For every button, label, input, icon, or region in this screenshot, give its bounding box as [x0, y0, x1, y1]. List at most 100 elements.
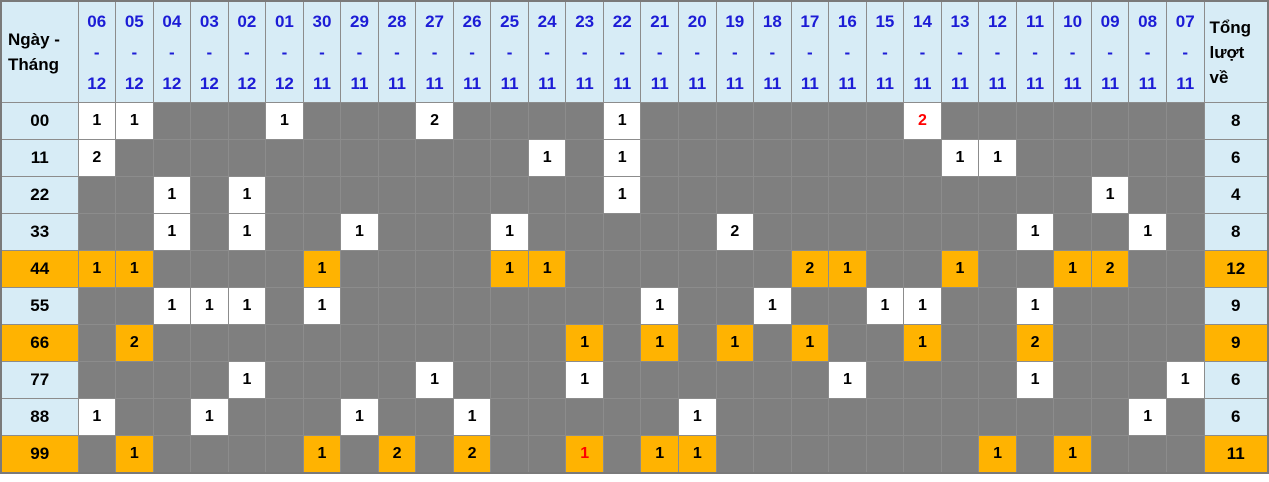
cell-44-19-11 — [715, 250, 755, 288]
cell-44-13-11: 1 — [940, 250, 980, 288]
cell-00-18-11 — [753, 102, 792, 140]
row-total-33: 8 — [1203, 213, 1269, 251]
cell-88-03-12: 1 — [190, 398, 229, 436]
cell-77-29-11 — [340, 361, 379, 399]
cell-11-20-11 — [678, 139, 717, 177]
cell-44-14-11 — [903, 250, 942, 288]
date-column-header-30-11: 30-11 — [302, 0, 342, 103]
number-row-00: 00 1 1 1 2 1 2 8 — [0, 102, 1269, 140]
number-row-11: 11 2 1 1 1 1 6 — [0, 139, 1269, 177]
cell-77-09-11 — [1090, 361, 1130, 399]
date-column-header-08-11: 08-11 — [1128, 0, 1167, 103]
cell-66-24-11 — [527, 324, 567, 362]
cell-66-10-11 — [1053, 324, 1092, 362]
cell-44-17-11: 2 — [790, 250, 830, 288]
cell-44-08-11 — [1128, 250, 1167, 288]
cell-88-08-11: 1 — [1128, 398, 1167, 436]
cell-88-20-11: 1 — [678, 398, 717, 436]
cell-77-27-11: 1 — [415, 361, 454, 399]
row-label-99: 99 — [0, 435, 79, 474]
cell-88-17-11 — [790, 398, 830, 436]
cell-66-25-11 — [490, 324, 529, 362]
number-row-22: 22 1 1 1 1 4 — [0, 176, 1269, 214]
cell-55-10-11 — [1053, 287, 1092, 325]
date-column-header-16-11: 16-11 — [828, 0, 867, 103]
cell-00-19-11 — [715, 102, 755, 140]
cell-33-09-11 — [1090, 213, 1130, 251]
cell-66-15-11 — [865, 324, 905, 362]
cell-00-22-11: 1 — [602, 102, 642, 140]
cell-55-24-11 — [527, 287, 567, 325]
cell-66-17-11: 1 — [790, 324, 830, 362]
cell-99-01-12 — [265, 435, 304, 474]
cell-22-11-11 — [1015, 176, 1055, 214]
date-column-header-26-11: 26-11 — [452, 0, 492, 103]
cell-77-03-12 — [190, 361, 229, 399]
cell-88-22-11 — [602, 398, 642, 436]
cell-22-17-11 — [790, 176, 830, 214]
cell-44-12-11 — [978, 250, 1017, 288]
cell-22-20-11 — [678, 176, 717, 214]
cell-22-30-11 — [302, 176, 342, 214]
cell-55-02-12: 1 — [227, 287, 267, 325]
row-total-99: 11 — [1203, 435, 1269, 474]
cell-33-30-11 — [302, 213, 342, 251]
cell-77-11-11: 1 — [1015, 361, 1055, 399]
cell-33-15-11 — [865, 213, 905, 251]
cell-77-13-11 — [940, 361, 980, 399]
date-column-header-06-12: 06-12 — [77, 0, 117, 103]
cell-00-04-12 — [152, 102, 192, 140]
cell-33-04-12: 1 — [152, 213, 192, 251]
cell-88-05-12 — [115, 398, 154, 436]
cell-77-06-12 — [77, 361, 117, 399]
cell-00-16-11 — [828, 102, 867, 140]
cell-22-15-11 — [865, 176, 905, 214]
cell-88-09-11 — [1090, 398, 1130, 436]
cell-22-07-11 — [1165, 176, 1205, 214]
cell-77-28-11 — [377, 361, 417, 399]
cell-77-16-11: 1 — [828, 361, 867, 399]
row-total-22: 4 — [1203, 176, 1269, 214]
cell-33-19-11: 2 — [715, 213, 755, 251]
cell-99-04-12 — [152, 435, 192, 474]
cell-77-24-11 — [527, 361, 567, 399]
cell-55-16-11 — [828, 287, 867, 325]
cell-33-29-11: 1 — [340, 213, 379, 251]
cell-11-24-11: 1 — [527, 139, 567, 177]
cell-99-29-11 — [340, 435, 379, 474]
cell-11-13-11: 1 — [940, 139, 980, 177]
cell-88-29-11: 1 — [340, 398, 379, 436]
cell-55-15-11: 1 — [865, 287, 905, 325]
cell-66-14-11: 1 — [903, 324, 942, 362]
cell-88-19-11 — [715, 398, 755, 436]
cell-22-27-11 — [415, 176, 454, 214]
cell-88-23-11 — [565, 398, 604, 436]
cell-33-22-11 — [602, 213, 642, 251]
cell-66-16-11 — [828, 324, 867, 362]
cell-11-26-11 — [452, 139, 492, 177]
cell-33-24-11 — [527, 213, 567, 251]
cell-44-15-11 — [865, 250, 905, 288]
cell-11-15-11 — [865, 139, 905, 177]
cell-33-25-11: 1 — [490, 213, 529, 251]
number-row-44: 44 1 1 1 1 1 2 1 1 1 2 12 — [0, 250, 1269, 288]
date-column-header-22-11: 22-11 — [602, 0, 642, 103]
cell-11-05-12 — [115, 139, 154, 177]
number-row-77: 77 1 1 1 1 1 1 6 — [0, 361, 1269, 399]
header-row: Ngày - Tháng 06-12 05-12 04-12 03-12 02-12 01-1… — [0, 0, 1269, 103]
date-column-header-15-11: 15-11 — [865, 0, 905, 103]
row-label-55: 55 — [0, 287, 79, 325]
cell-99-25-11 — [490, 435, 529, 474]
cell-55-29-11 — [340, 287, 379, 325]
cell-55-20-11 — [678, 287, 717, 325]
cell-77-05-12 — [115, 361, 154, 399]
cell-44-04-12 — [152, 250, 192, 288]
cell-44-24-11: 1 — [527, 250, 567, 288]
cell-55-05-12 — [115, 287, 154, 325]
cell-66-06-12 — [77, 324, 117, 362]
date-column-header-23-11: 23-11 — [565, 0, 604, 103]
row-label-44: 44 — [0, 250, 79, 288]
cell-44-02-12 — [227, 250, 267, 288]
cell-00-30-11 — [302, 102, 342, 140]
